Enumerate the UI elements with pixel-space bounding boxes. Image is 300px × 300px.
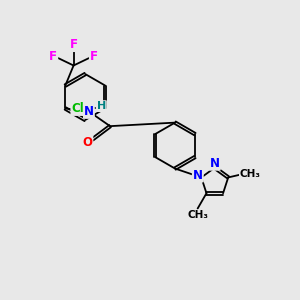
Text: H: H (97, 101, 106, 111)
Text: O: O (82, 136, 92, 149)
Text: N: N (84, 105, 94, 118)
Text: Cl: Cl (71, 102, 84, 115)
Text: N: N (210, 157, 220, 170)
Text: N: N (193, 169, 203, 182)
Text: CH₃: CH₃ (239, 169, 260, 179)
Text: F: F (90, 50, 98, 63)
Text: F: F (49, 50, 57, 63)
Text: F: F (70, 38, 78, 51)
Text: CH₃: CH₃ (187, 210, 208, 220)
